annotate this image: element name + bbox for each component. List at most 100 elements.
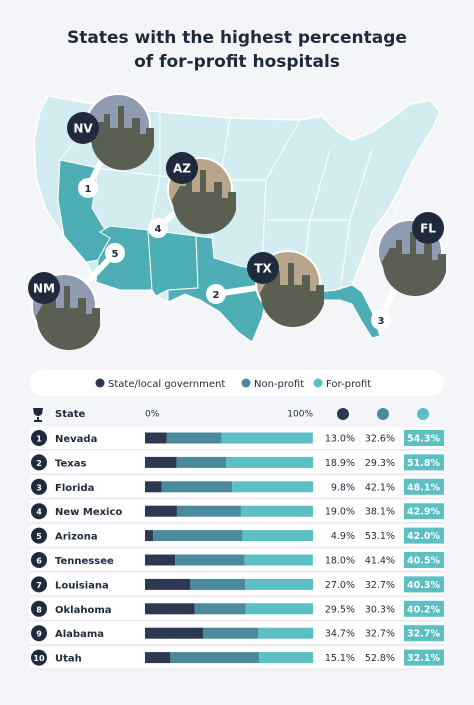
state-code: NV xyxy=(73,122,93,136)
state-code: TX xyxy=(254,262,272,276)
legend-swatch xyxy=(95,378,105,388)
column-swatch xyxy=(377,408,389,420)
bar-segment xyxy=(225,456,313,468)
value-label: 13.0% xyxy=(325,434,355,445)
rank-badge xyxy=(78,178,98,198)
value-label: 4.9% xyxy=(331,531,355,542)
value-label: 29.3% xyxy=(365,458,395,469)
rank-badge xyxy=(105,243,125,263)
rank: 5 xyxy=(112,249,119,260)
label-badge xyxy=(412,212,444,244)
label-badge xyxy=(28,272,60,304)
value-label: 42.0% xyxy=(407,531,440,542)
bar-segment xyxy=(221,432,313,444)
legend-label: State/local government xyxy=(108,379,225,390)
state-code: AZ xyxy=(173,162,191,176)
rank-badge xyxy=(31,649,47,666)
city-skyline xyxy=(90,106,154,171)
highlight-box xyxy=(404,478,444,495)
bar-segment xyxy=(170,652,260,664)
highlight-box xyxy=(404,454,444,471)
bar-segment xyxy=(259,652,313,664)
bar-segment xyxy=(190,578,246,590)
bar-segment xyxy=(145,530,154,542)
highlight-box xyxy=(404,600,444,617)
city-skyline xyxy=(260,263,324,328)
rank: 6 xyxy=(36,557,42,566)
state-florida xyxy=(317,284,381,339)
bar-segment xyxy=(244,554,313,566)
city-skyline xyxy=(36,286,100,351)
rank: 10 xyxy=(33,654,45,663)
title: of for-profit hospitals xyxy=(134,52,340,72)
rank: 5 xyxy=(36,532,42,541)
rank-badge xyxy=(31,552,47,568)
value-label: 32.6% xyxy=(365,434,395,445)
bar-segment xyxy=(145,603,195,615)
rank-badge xyxy=(31,430,47,446)
label-badge xyxy=(166,152,198,184)
bar-segment xyxy=(245,603,313,615)
state-name: Alabama xyxy=(55,629,104,640)
bar-segment xyxy=(145,505,177,517)
table: 0% 100% 1 Nevada 13.0% 32.6% 54.3% 2 Texas 18.9% 2… xyxy=(30,408,444,670)
value-label: 38.1% xyxy=(365,507,395,518)
state-new-mexico xyxy=(147,229,199,297)
rank-badge xyxy=(206,284,226,304)
rank: 9 xyxy=(36,630,42,639)
highlight-box xyxy=(404,649,444,666)
legend-label: For-profit xyxy=(326,379,371,390)
rank: 4 xyxy=(155,224,162,235)
state-code: NM xyxy=(33,282,55,296)
highlight-box xyxy=(404,430,444,446)
rank: 3 xyxy=(378,316,385,327)
bar-segment xyxy=(145,578,191,590)
bar-segment xyxy=(166,432,222,444)
title: States with the highest percentage xyxy=(67,28,407,48)
bar-segment xyxy=(176,456,226,468)
value-label: 42.1% xyxy=(365,482,395,493)
city-skyline xyxy=(172,170,236,235)
value-label: 42.9% xyxy=(407,507,440,518)
state-name: New Mexico xyxy=(55,507,122,518)
rank: 1 xyxy=(85,184,92,195)
rank: 8 xyxy=(36,605,42,614)
state-name: Tennessee xyxy=(55,556,114,567)
column-header: State xyxy=(55,409,86,420)
rank: 1 xyxy=(36,435,42,444)
state-name: Nevada xyxy=(55,434,97,445)
bar-segment xyxy=(240,505,313,517)
value-label: 51.8% xyxy=(407,458,440,469)
value-label: 15.1% xyxy=(325,653,355,664)
state-name: Arizona xyxy=(55,532,98,543)
bar-segment xyxy=(145,627,204,639)
bar-segment xyxy=(145,432,167,444)
bar-segment xyxy=(242,530,313,542)
column-swatch xyxy=(337,408,349,420)
label-badge xyxy=(67,112,99,144)
legend-swatch xyxy=(313,378,323,388)
value-label: 52.8% xyxy=(365,653,395,664)
legend-swatch xyxy=(241,378,251,388)
city-skyline xyxy=(382,232,446,297)
state-code: FL xyxy=(420,222,436,236)
rank: 3 xyxy=(36,483,42,492)
value-label: 19.0% xyxy=(325,507,355,518)
x-tick-label: 100% xyxy=(287,410,313,420)
value-label: 32.7% xyxy=(407,629,440,640)
map-markers: NV 1 TX 2 FL 3 AZ 4 NM 5 xyxy=(28,93,446,351)
value-label: 53.1% xyxy=(365,531,395,542)
state-name: Utah xyxy=(55,654,82,665)
highlight-box xyxy=(404,503,444,520)
rank-badge xyxy=(31,454,47,471)
rank: 2 xyxy=(36,459,42,468)
rank-badge xyxy=(371,310,391,330)
rank: 2 xyxy=(213,290,220,301)
value-label: 34.7% xyxy=(325,629,355,640)
value-label: 48.1% xyxy=(407,482,440,493)
highlight-box xyxy=(404,576,444,593)
bar-segment xyxy=(145,652,171,664)
state-name: Oklahoma xyxy=(55,605,111,616)
value-label: 32.1% xyxy=(407,653,440,664)
